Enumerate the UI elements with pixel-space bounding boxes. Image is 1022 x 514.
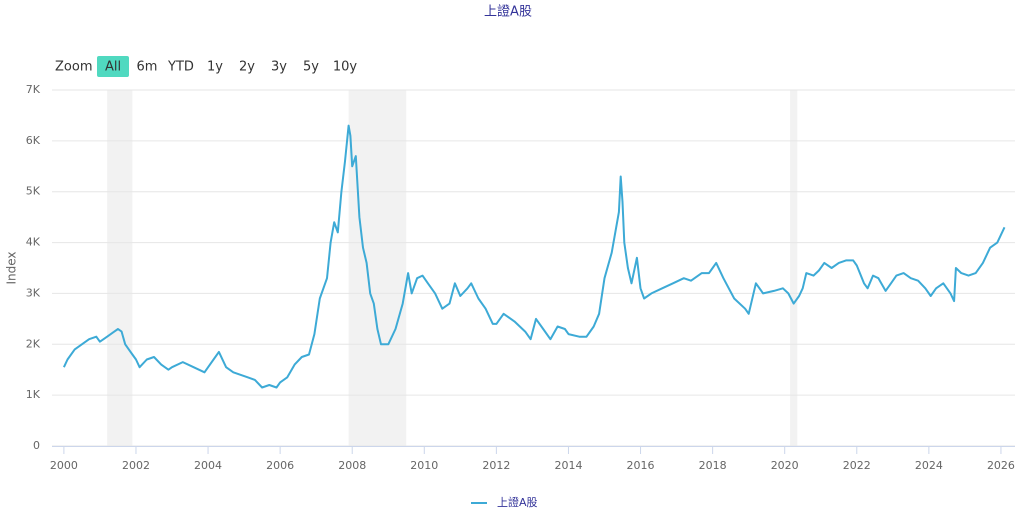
x-tick-label: 2004 [194, 459, 222, 472]
range-button-label: 2y [239, 60, 255, 75]
y-tick-label: 2K [26, 337, 41, 350]
range-button-label: YTD [167, 60, 194, 75]
x-tick-label: 2026 [987, 459, 1015, 472]
chart-title: 上證A股 [484, 4, 532, 20]
range-button-label: 5y [303, 60, 319, 75]
x-tick-label: 2006 [266, 459, 294, 472]
range-button[interactable]: 1y [201, 56, 229, 77]
plot-band [107, 90, 133, 446]
range-button[interactable]: 10y [329, 56, 361, 77]
range-button-label: 10y [333, 60, 358, 75]
x-tick-label: 2008 [338, 459, 366, 472]
x-tick-label: 2018 [699, 459, 727, 472]
y-tick-label: 1K [26, 388, 41, 401]
plot-band [790, 90, 798, 446]
x-tick-label: 2010 [410, 459, 438, 472]
y-tick-label: 6K [26, 134, 41, 147]
range-button-label: 3y [271, 60, 287, 75]
zoom-label: Zoom [55, 60, 92, 75]
x-tick-label: 2012 [482, 459, 510, 472]
range-button-label: All [105, 60, 121, 75]
range-button[interactable]: 3y [265, 56, 293, 77]
y-tick-label: 3K [26, 286, 41, 299]
x-tick-label: 2016 [627, 459, 655, 472]
range-button[interactable]: All [97, 56, 129, 77]
legend-label: 上證A股 [497, 495, 538, 509]
range-button[interactable]: 2y [233, 56, 261, 77]
range-button-bg [97, 56, 129, 77]
x-tick-label: 2000 [50, 459, 78, 472]
x-tick-label: 2024 [915, 459, 943, 472]
y-tick-label: 5K [26, 185, 41, 198]
y-tick-label: 7K [26, 83, 41, 96]
y-tick-label: 0 [33, 439, 40, 452]
y-tick-label: 4K [26, 236, 41, 249]
series-line [62, 124, 1006, 389]
x-tick-label: 2020 [771, 459, 799, 472]
range-button[interactable]: 6m [133, 56, 161, 77]
plot-band [348, 90, 407, 446]
range-button-label: 6m [137, 60, 158, 75]
range-button-label: 1y [207, 60, 223, 75]
x-tick-label: 2022 [843, 459, 871, 472]
range-button[interactable]: YTD [165, 56, 197, 77]
y-axis-title: Index [5, 251, 19, 284]
x-tick-label: 2002 [122, 459, 150, 472]
range-button[interactable]: 5y [297, 56, 325, 77]
x-tick-label: 2014 [554, 459, 582, 472]
